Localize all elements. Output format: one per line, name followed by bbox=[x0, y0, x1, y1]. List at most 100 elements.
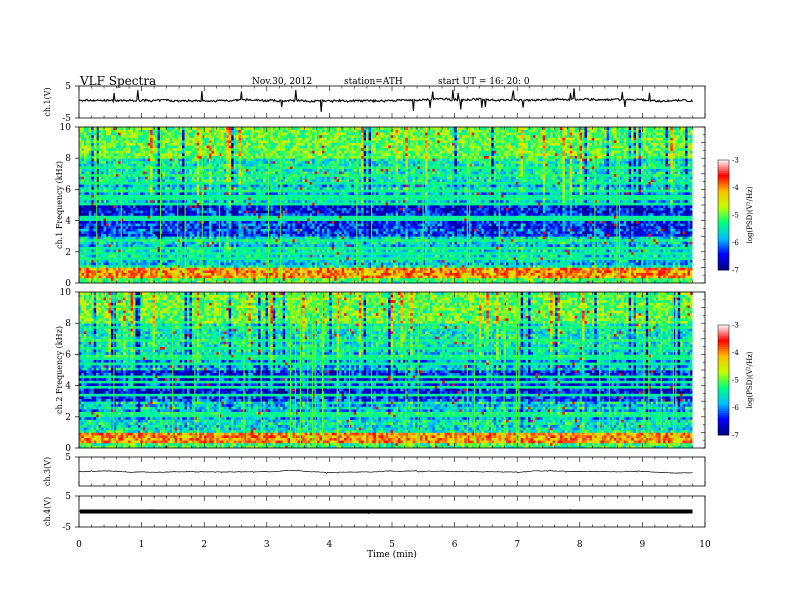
spectrogram-cell bbox=[111, 200, 114, 203]
spectrogram-cell bbox=[101, 132, 104, 135]
spectrogram-cell bbox=[86, 208, 89, 211]
spectrogram-cell bbox=[99, 161, 102, 164]
spectrogram-cell bbox=[106, 127, 109, 130]
spectrogram-cell bbox=[113, 257, 116, 260]
spectrogram-cell bbox=[101, 234, 104, 237]
spectrogram-cell bbox=[89, 262, 92, 265]
spectrogram-cell bbox=[86, 275, 89, 278]
spectrogram-cell bbox=[101, 187, 104, 190]
spectrogram-cell bbox=[104, 163, 107, 166]
spectrogram-cell bbox=[84, 208, 87, 211]
spectrogram-cell bbox=[113, 275, 116, 278]
spectrogram-cell bbox=[108, 244, 111, 247]
spectrogram-cell bbox=[89, 132, 92, 135]
spectrogram-cell bbox=[106, 150, 109, 153]
spectrogram-cell bbox=[94, 228, 97, 231]
spectrogram-cell bbox=[94, 241, 97, 244]
spectrogram-cell bbox=[79, 210, 82, 213]
spectrogram-cell bbox=[108, 148, 111, 151]
spectrogram-cell bbox=[91, 208, 94, 211]
spectrogram-cell bbox=[79, 158, 82, 161]
spectrogram-cell bbox=[111, 150, 114, 153]
spectrogram-cell bbox=[101, 200, 104, 203]
spectrogram-cell bbox=[104, 150, 107, 153]
spectrogram-cell bbox=[108, 202, 111, 205]
spectrogram-cell bbox=[104, 265, 107, 268]
spectrogram-cell bbox=[79, 213, 82, 216]
spectrogram-cell bbox=[86, 257, 89, 260]
spectrogram-cell bbox=[111, 130, 114, 133]
spectrogram-cell bbox=[111, 166, 114, 169]
spectrogram-cell bbox=[106, 247, 109, 250]
spectrogram-cell bbox=[86, 187, 89, 190]
spectrogram-cell bbox=[108, 150, 111, 153]
panels-group: 5-5ch.1(V)0246810ch.1 Frequency (kHz)-3-… bbox=[43, 82, 754, 533]
spectrogram-cell bbox=[86, 184, 89, 187]
spectrogram-cell bbox=[99, 210, 102, 213]
spectrogram-cell bbox=[99, 218, 102, 221]
spectrogram-cell bbox=[79, 226, 82, 229]
spectrogram-cell bbox=[99, 226, 102, 229]
spectrogram-cell bbox=[101, 273, 104, 276]
spectrogram-cell bbox=[104, 197, 107, 200]
spectrogram-cell bbox=[89, 158, 92, 161]
spectrogram-cell bbox=[106, 213, 109, 216]
spectrogram-cell bbox=[84, 218, 87, 221]
spectrogram-cell bbox=[106, 153, 109, 156]
spectrogram-cell bbox=[79, 202, 82, 205]
spectrogram-cell bbox=[94, 156, 97, 159]
spectrogram-cell bbox=[94, 184, 97, 187]
spectrogram-cell bbox=[111, 143, 114, 146]
spectrogram-cell bbox=[89, 239, 92, 242]
spectrogram-cell bbox=[94, 262, 97, 265]
spectrogram-cell bbox=[99, 231, 102, 234]
spectrogram-cell bbox=[91, 150, 94, 153]
spectrogram-cell bbox=[79, 127, 82, 130]
spectrogram-cell bbox=[86, 231, 89, 234]
spectrogram-cell bbox=[104, 254, 107, 257]
spectrogram-cell bbox=[101, 156, 104, 159]
spectrogram-cell bbox=[91, 163, 94, 166]
spectrogram-cell bbox=[111, 182, 114, 185]
spectrogram-cell bbox=[108, 140, 111, 143]
spectrogram-cell bbox=[108, 163, 111, 166]
spectrogram-cell bbox=[91, 221, 94, 224]
spectrogram-cell bbox=[99, 132, 102, 135]
spectrogram-cell bbox=[94, 254, 97, 257]
spectrogram-cell bbox=[89, 140, 92, 143]
spectrogram-cell bbox=[99, 130, 102, 133]
spectrogram-cell bbox=[113, 270, 116, 273]
spectrogram-cell bbox=[94, 260, 97, 263]
spectrogram-cell bbox=[111, 189, 114, 192]
spectrogram-cell bbox=[104, 221, 107, 224]
spectrogram-cell bbox=[99, 252, 102, 255]
spectrogram-cell bbox=[94, 166, 97, 169]
spectrogram-cell bbox=[94, 215, 97, 218]
spectrogram-cell bbox=[84, 189, 87, 192]
spectrogram-cell bbox=[84, 252, 87, 255]
spectrogram-cell bbox=[91, 200, 94, 203]
vlf-spectra-figure: VLF Spectra Nov.30, 2012 station=ATH sta… bbox=[0, 0, 792, 612]
spectrogram-cell bbox=[89, 200, 92, 203]
spectrogram-cell bbox=[106, 197, 109, 200]
spectrogram-cell bbox=[91, 174, 94, 177]
spectrogram-cell bbox=[94, 137, 97, 140]
spectrogram-cell bbox=[111, 137, 114, 140]
spectrogram-cell bbox=[79, 275, 82, 278]
spectrogram-cell bbox=[79, 132, 82, 135]
spectrogram-cell bbox=[101, 189, 104, 192]
spectrogram-cell bbox=[81, 265, 84, 268]
spectrogram-cell bbox=[79, 145, 82, 148]
spectrogram-cell bbox=[108, 252, 111, 255]
spectrogram-cell bbox=[81, 244, 84, 247]
spectrogram-cell bbox=[108, 215, 111, 218]
spectrogram-cell bbox=[89, 236, 92, 239]
spectrogram-cell bbox=[84, 273, 87, 276]
spectrogram-cell bbox=[111, 205, 114, 208]
spectrogram-cell bbox=[106, 184, 109, 187]
spectrogram-cell bbox=[79, 163, 82, 166]
spectrogram-cell bbox=[94, 189, 97, 192]
spectrogram-cell bbox=[101, 169, 104, 172]
spectrogram-cell bbox=[94, 145, 97, 148]
spectrogram-cell bbox=[108, 176, 111, 179]
